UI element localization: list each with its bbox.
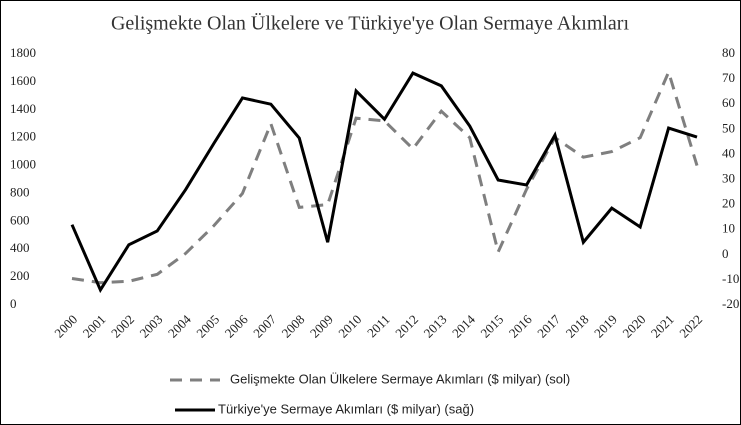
y-tick-label: 200 bbox=[10, 268, 30, 283]
y2-tick-label: -20 bbox=[722, 296, 739, 311]
y2-tick-label: 60 bbox=[722, 95, 735, 110]
y2-tick-label: 0 bbox=[722, 246, 729, 261]
legend-label: Türkiye'ye Sermaye Akımları ($ milyar) (… bbox=[218, 401, 474, 416]
y-tick-label: 1000 bbox=[10, 157, 36, 172]
y-tick-label: 1200 bbox=[10, 129, 36, 144]
y-tick-label: 400 bbox=[10, 240, 30, 255]
y2-tick-label: -10 bbox=[722, 271, 739, 286]
y2-tick-label: 20 bbox=[722, 196, 735, 211]
y2-tick-label: 10 bbox=[722, 221, 735, 236]
y2-tick-label: 30 bbox=[722, 170, 735, 185]
y2-tick-label: 80 bbox=[722, 45, 735, 60]
y-tick-label: 600 bbox=[10, 212, 30, 227]
y2-tick-label: 70 bbox=[722, 70, 735, 85]
series-line bbox=[70, 71, 698, 294]
series-line bbox=[71, 67, 699, 285]
chart-title: Gelişmekte Olan Ülkelere ve Türkiye'ye O… bbox=[111, 12, 630, 35]
y-tick-label: 1400 bbox=[10, 101, 36, 116]
y2-tick-label: 50 bbox=[722, 120, 735, 135]
legend-label: Gelişmekte Olan Ülkelere Sermaye Akımlar… bbox=[230, 371, 570, 386]
y2-tick-label: 40 bbox=[722, 145, 735, 160]
y-tick-label: 1600 bbox=[10, 73, 36, 88]
y-tick-label: 1800 bbox=[10, 45, 36, 60]
y-tick-label: 0 bbox=[10, 296, 17, 311]
y-tick-label: 800 bbox=[10, 184, 30, 199]
